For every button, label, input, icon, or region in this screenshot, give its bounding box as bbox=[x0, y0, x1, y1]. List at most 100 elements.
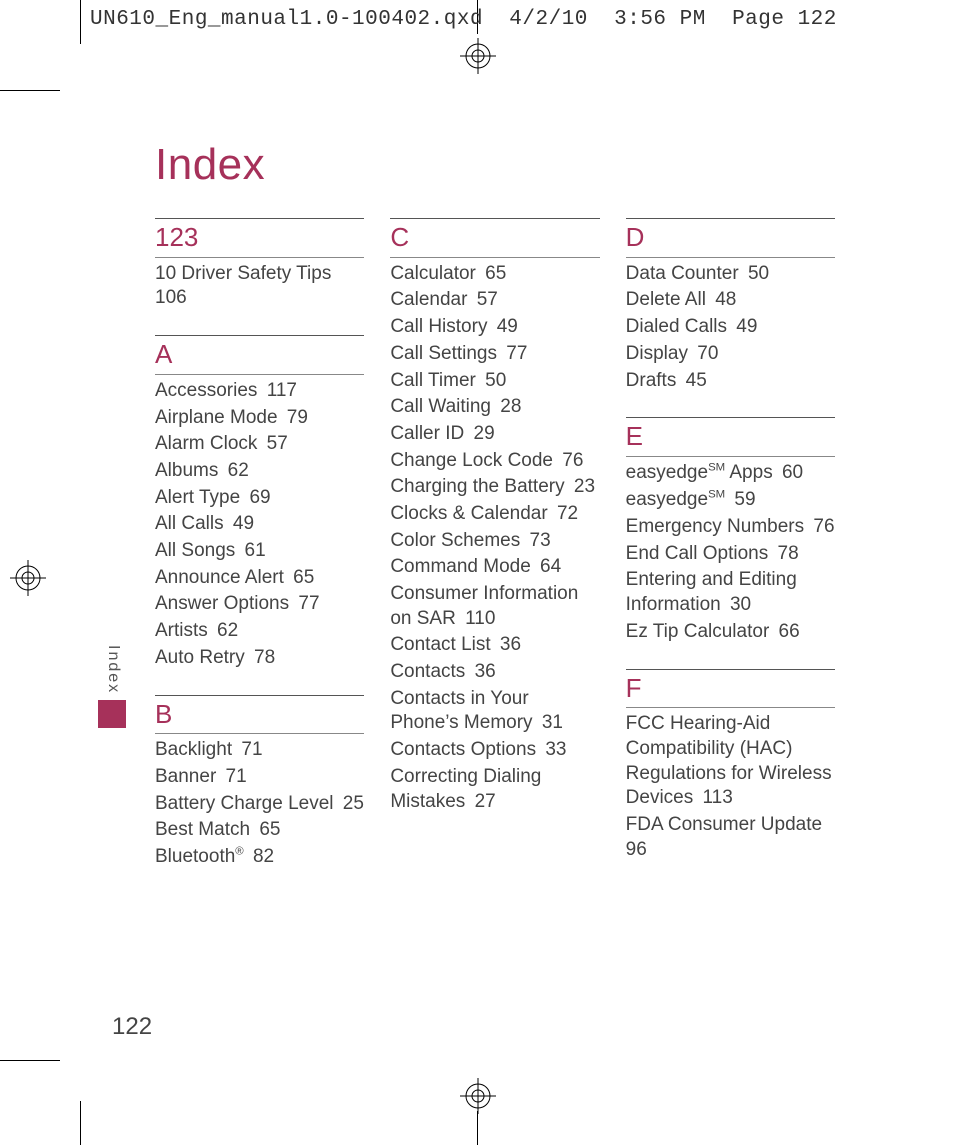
index-entry: Contacts 36 bbox=[390, 660, 599, 685]
index-term: Announce Alert bbox=[155, 567, 284, 588]
side-tab-label: Index bbox=[104, 645, 122, 694]
print-slug: UN610_Eng_manual1.0-100402.qxd 4/2/10 3:… bbox=[90, 8, 934, 31]
index-term: Auto Retry bbox=[155, 647, 245, 668]
index-entry: Calendar 57 bbox=[390, 288, 599, 313]
index-entry: Data Counter 50 bbox=[626, 262, 835, 287]
index-section: FFCC Hearing-Aid Compatibility (HAC) Reg… bbox=[626, 669, 835, 863]
index-entry: Call History 49 bbox=[390, 315, 599, 340]
index-page-ref: 30 bbox=[725, 594, 751, 615]
index-term: Call History bbox=[390, 316, 487, 337]
index-entry: End Call Options 78 bbox=[626, 542, 835, 567]
index-entry: FCC Hearing-Aid Compatibility (HAC) Regu… bbox=[626, 712, 835, 811]
index-page-ref: 78 bbox=[249, 647, 275, 668]
index-page-ref: 82 bbox=[248, 846, 274, 867]
index-entry: Clocks & Calendar 72 bbox=[390, 502, 599, 527]
index-term: Battery Charge Level bbox=[155, 793, 334, 814]
index-entry: Entering and Editing Information 30 bbox=[626, 568, 835, 617]
index-term: easyedgeSM Apps bbox=[626, 462, 773, 483]
index-entry: easyedgeSM Apps 60 bbox=[626, 461, 835, 486]
index-page-ref: 110 bbox=[460, 608, 496, 629]
index-entry: Accessories 117 bbox=[155, 379, 364, 404]
index-entry: Announce Alert 65 bbox=[155, 566, 364, 591]
index-page-ref: 73 bbox=[524, 530, 550, 551]
index-page-ref: 33 bbox=[540, 739, 566, 760]
index-page-ref: 29 bbox=[468, 423, 494, 444]
index-page-ref: 117 bbox=[261, 380, 297, 401]
index-page-ref: 57 bbox=[471, 289, 497, 310]
index-page-ref: 71 bbox=[220, 766, 246, 787]
crop-mark bbox=[477, 1111, 478, 1145]
index-term: Bluetooth® bbox=[155, 846, 244, 867]
index-entry: Albums 62 bbox=[155, 459, 364, 484]
crop-mark bbox=[0, 1060, 60, 1061]
index-page-ref: 57 bbox=[261, 433, 287, 454]
index-section: CCalculator 65Calendar 57Call History 49… bbox=[390, 218, 599, 814]
index-page-ref: 31 bbox=[537, 712, 563, 733]
index-column: CCalculator 65Calendar 57Call History 49… bbox=[390, 218, 599, 894]
index-term: Alarm Clock bbox=[155, 433, 257, 454]
index-term: Banner bbox=[155, 766, 216, 787]
index-page-ref: 62 bbox=[212, 620, 238, 641]
index-term: Drafts bbox=[626, 370, 677, 391]
index-entry: Alert Type 69 bbox=[155, 486, 364, 511]
index-term: Contacts in Your Phone’s Memory bbox=[390, 688, 532, 734]
index-entry: Artists 62 bbox=[155, 619, 364, 644]
index-entry: FDA Consumer Update 96 bbox=[626, 813, 835, 862]
index-term: 10 Driver Safety Tips bbox=[155, 263, 331, 284]
index-term: easyedgeSM bbox=[626, 489, 726, 510]
index-entry: Battery Charge Level 25 bbox=[155, 792, 364, 817]
index-page-ref: 113 bbox=[697, 787, 733, 808]
slug-time: 3:56 PM bbox=[614, 8, 706, 31]
crop-mark bbox=[0, 90, 60, 91]
section-rule bbox=[155, 335, 364, 336]
section-rule bbox=[155, 218, 364, 219]
page-number: 122 bbox=[112, 1013, 152, 1041]
index-term: FDA Consumer Update bbox=[626, 814, 822, 835]
index-entry: Calculator 65 bbox=[390, 262, 599, 287]
index-page-ref: 65 bbox=[254, 819, 280, 840]
index-term: Emergency Numbers bbox=[626, 516, 804, 537]
index-term: Display bbox=[626, 343, 688, 364]
index-letter-heading: D bbox=[626, 221, 835, 258]
index-page-ref: 69 bbox=[244, 487, 270, 508]
index-page-ref: 77 bbox=[501, 343, 527, 364]
index-term: All Songs bbox=[155, 540, 235, 561]
index-term: Ez Tip Calculator bbox=[626, 621, 770, 642]
index-page-ref: 78 bbox=[772, 543, 798, 564]
page-title: Index bbox=[155, 140, 835, 190]
index-letter-heading: A bbox=[155, 338, 364, 375]
side-tab: Index bbox=[98, 645, 130, 728]
section-rule bbox=[626, 218, 835, 219]
index-page-ref: 50 bbox=[743, 263, 769, 284]
index-term: Best Match bbox=[155, 819, 250, 840]
section-rule bbox=[155, 695, 364, 696]
index-entry: Change Lock Code 76 bbox=[390, 449, 599, 474]
index-page-ref: 77 bbox=[293, 593, 319, 614]
section-rule bbox=[390, 218, 599, 219]
index-term: Color Schemes bbox=[390, 530, 520, 551]
index-page-ref: 70 bbox=[692, 343, 718, 364]
index-page-ref: 61 bbox=[239, 540, 265, 561]
index-page-ref: 65 bbox=[288, 567, 314, 588]
index-entry: Dialed Calls 49 bbox=[626, 315, 835, 340]
slug-date: 4/2/10 bbox=[509, 8, 588, 31]
index-entry: All Calls 49 bbox=[155, 512, 364, 537]
index-page-ref: 49 bbox=[491, 316, 517, 337]
index-term: All Calls bbox=[155, 513, 224, 534]
index-entry: Alarm Clock 57 bbox=[155, 432, 364, 457]
index-entry: Contact List 36 bbox=[390, 633, 599, 658]
index-entry: Bluetooth® 82 bbox=[155, 845, 364, 870]
index-page-ref: 50 bbox=[480, 370, 506, 391]
index-entry: Auto Retry 78 bbox=[155, 646, 364, 671]
index-term: Delete All bbox=[626, 289, 706, 310]
index-entry: Contacts Options 33 bbox=[390, 738, 599, 763]
index-section: BBacklight 71Banner 71Battery Charge Lev… bbox=[155, 695, 364, 871]
index-term: Change Lock Code bbox=[390, 450, 553, 471]
index-page-ref: 36 bbox=[469, 661, 495, 682]
index-page-ref: 45 bbox=[680, 370, 706, 391]
index-entry: Banner 71 bbox=[155, 765, 364, 790]
index-columns: 12310 Driver Safety Tips 106AAccessories… bbox=[155, 218, 835, 894]
index-term: Contacts bbox=[390, 661, 465, 682]
index-page-ref: 36 bbox=[495, 634, 521, 655]
index-page-ref: 49 bbox=[228, 513, 254, 534]
